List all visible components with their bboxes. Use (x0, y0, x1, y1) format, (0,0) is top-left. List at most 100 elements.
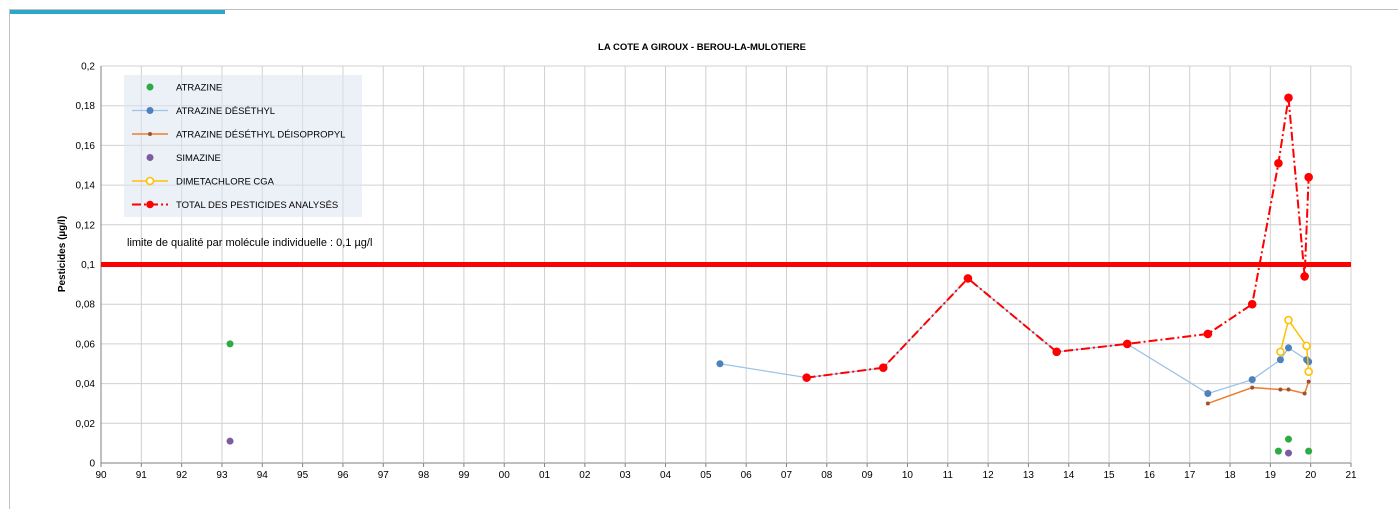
data-point (1286, 387, 1291, 392)
y-axis-label: Pesticides (µg/l) (57, 216, 68, 292)
x-tick-label: 15 (1104, 470, 1116, 481)
chart-frame: LA COTE A GIROUX - BEROU-LA-MULOTIERE Pe… (9, 9, 1398, 509)
data-point (1300, 272, 1309, 281)
data-point (1203, 329, 1213, 339)
data-point (1304, 172, 1313, 182)
y-tick-label: 0,12 (76, 220, 96, 231)
legend-marker (148, 132, 152, 136)
x-tick-label: 19 (1265, 470, 1277, 481)
x-tick-label: 94 (257, 470, 269, 481)
data-point (963, 274, 973, 283)
x-tick-label: 01 (539, 470, 551, 481)
series-total-des-pesticides-analys-s (802, 93, 1313, 382)
series (226, 93, 1313, 457)
x-tick-label: 11 (943, 470, 954, 481)
x-tick-label: 17 (1184, 470, 1196, 481)
data-point (1284, 93, 1293, 103)
data-point (1302, 341, 1311, 351)
y-tick-label: 0,16 (76, 141, 96, 152)
y-tick-label: 0,04 (76, 379, 96, 390)
data-point (1306, 379, 1311, 384)
data-point (226, 340, 234, 348)
legend-label: ATRAZINE DÉSÉTHYL DÉISOPROPYL (176, 130, 345, 141)
y-tick-label: 0,02 (76, 419, 96, 430)
x-tick-label: 93 (216, 470, 228, 481)
legend-label: DIMETACHLORE CGA (176, 177, 275, 188)
y-tick-label: 0,1 (81, 260, 95, 271)
legend-background (124, 75, 362, 217)
legend-item: ATRAZINE (146, 83, 222, 94)
legend-label: TOTAL DES PESTICIDES ANALYSÉS (176, 200, 338, 211)
data-point (1278, 387, 1283, 392)
x-tick-label: 99 (458, 470, 470, 481)
data-point (1305, 358, 1313, 366)
data-point (1285, 344, 1292, 352)
legend-item: TOTAL DES PESTICIDES ANALYSÉS (132, 200, 338, 211)
data-point (1276, 347, 1285, 357)
series-dimetachlore-cga (1276, 315, 1313, 376)
data-point (1276, 356, 1284, 364)
x-tick-label: 06 (741, 470, 753, 481)
x-tick-label: 96 (337, 470, 349, 481)
x-tick-label: 14 (1063, 470, 1075, 481)
y-tick-label: 0,2 (81, 62, 95, 73)
series-simazine (226, 437, 1292, 457)
series-line (1279, 318, 1310, 372)
data-point (1285, 435, 1292, 443)
legend-item: ATRAZINE DÉSÉTHYL DÉISOPROPYL (132, 130, 345, 141)
x-tick-label: 02 (579, 470, 591, 481)
threshold-label: limite de qualité par molécule individue… (127, 237, 372, 249)
data-point (878, 363, 888, 373)
x-tick-label: 97 (378, 470, 390, 481)
data-point (1305, 447, 1313, 455)
legend-marker (146, 83, 154, 91)
data-point (1304, 367, 1313, 376)
series-atrazine (226, 340, 1313, 455)
data-point (802, 373, 811, 382)
pesticide-chart: LA COTE A GIROUX - BEROU-LA-MULOTIERE Pe… (57, 42, 1357, 481)
x-tick-label: 13 (1023, 470, 1035, 481)
series-line (806, 97, 1310, 379)
x-tick-label: 00 (499, 470, 511, 481)
data-point (1248, 376, 1256, 384)
x-tick-label: 92 (176, 470, 188, 481)
legend-marker (146, 200, 154, 209)
data-point (1052, 347, 1061, 357)
legend: ATRAZINE ATRAZINE DÉSÉTHYL ATRAZINE DÉSÉTH… (124, 75, 362, 217)
x-tick-label: 08 (821, 470, 833, 481)
data-point (226, 437, 234, 445)
data-point (1205, 401, 1210, 406)
series-line (1207, 381, 1310, 405)
legend-item: DIMETACHLORE CGA (132, 177, 275, 188)
chart-title: LA COTE A GIROUX - BEROU-LA-MULOTIERE (598, 42, 806, 53)
x-tick-label: 90 (95, 470, 107, 481)
x-tick-label: 20 (1305, 470, 1317, 481)
data-point (1204, 390, 1212, 398)
legend-label: ATRAZINE (176, 83, 222, 94)
x-tick-label: 05 (700, 470, 712, 481)
x-tick-label: 98 (418, 470, 430, 481)
y-tick-label: 0,14 (76, 181, 96, 192)
y-tick-label: 0 (89, 459, 95, 470)
legend-item: SIMAZINE (146, 153, 221, 164)
x-tick-label: 12 (983, 470, 995, 481)
x-tick-label: 09 (862, 470, 874, 481)
legend-marker (146, 107, 154, 114)
x-tick-label: 95 (297, 470, 309, 481)
data-point (716, 360, 724, 368)
data-point (1302, 391, 1307, 396)
legend-marker (146, 154, 154, 161)
x-tick-label: 91 (136, 470, 148, 481)
y-tick-label: 0,06 (76, 339, 96, 350)
data-point (1274, 447, 1282, 455)
data-point (1247, 299, 1257, 309)
legend-marker (145, 176, 155, 186)
x-tick-labels: 90 91 92 93 94 95 96 97 98 99 00 01 02 03 04 05 06 07 08 09… (95, 470, 1357, 481)
x-tick-label: 21 (1345, 470, 1357, 481)
data-point (1122, 339, 1132, 349)
x-tick-label: 03 (620, 470, 632, 481)
x-tick-label: 07 (781, 470, 793, 481)
legend-item: ATRAZINE DÉSÉTHYL (132, 106, 275, 117)
data-point (1285, 449, 1292, 457)
header-accent-line (10, 10, 225, 14)
